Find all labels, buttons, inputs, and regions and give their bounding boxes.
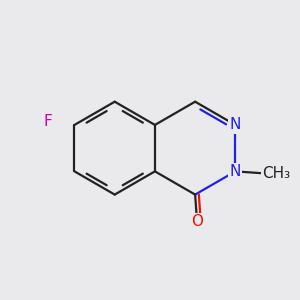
Text: F: F (44, 114, 52, 129)
Text: O: O (191, 214, 203, 229)
Text: N: N (230, 117, 241, 132)
Text: N: N (230, 164, 241, 179)
Text: CH₃: CH₃ (262, 166, 290, 181)
